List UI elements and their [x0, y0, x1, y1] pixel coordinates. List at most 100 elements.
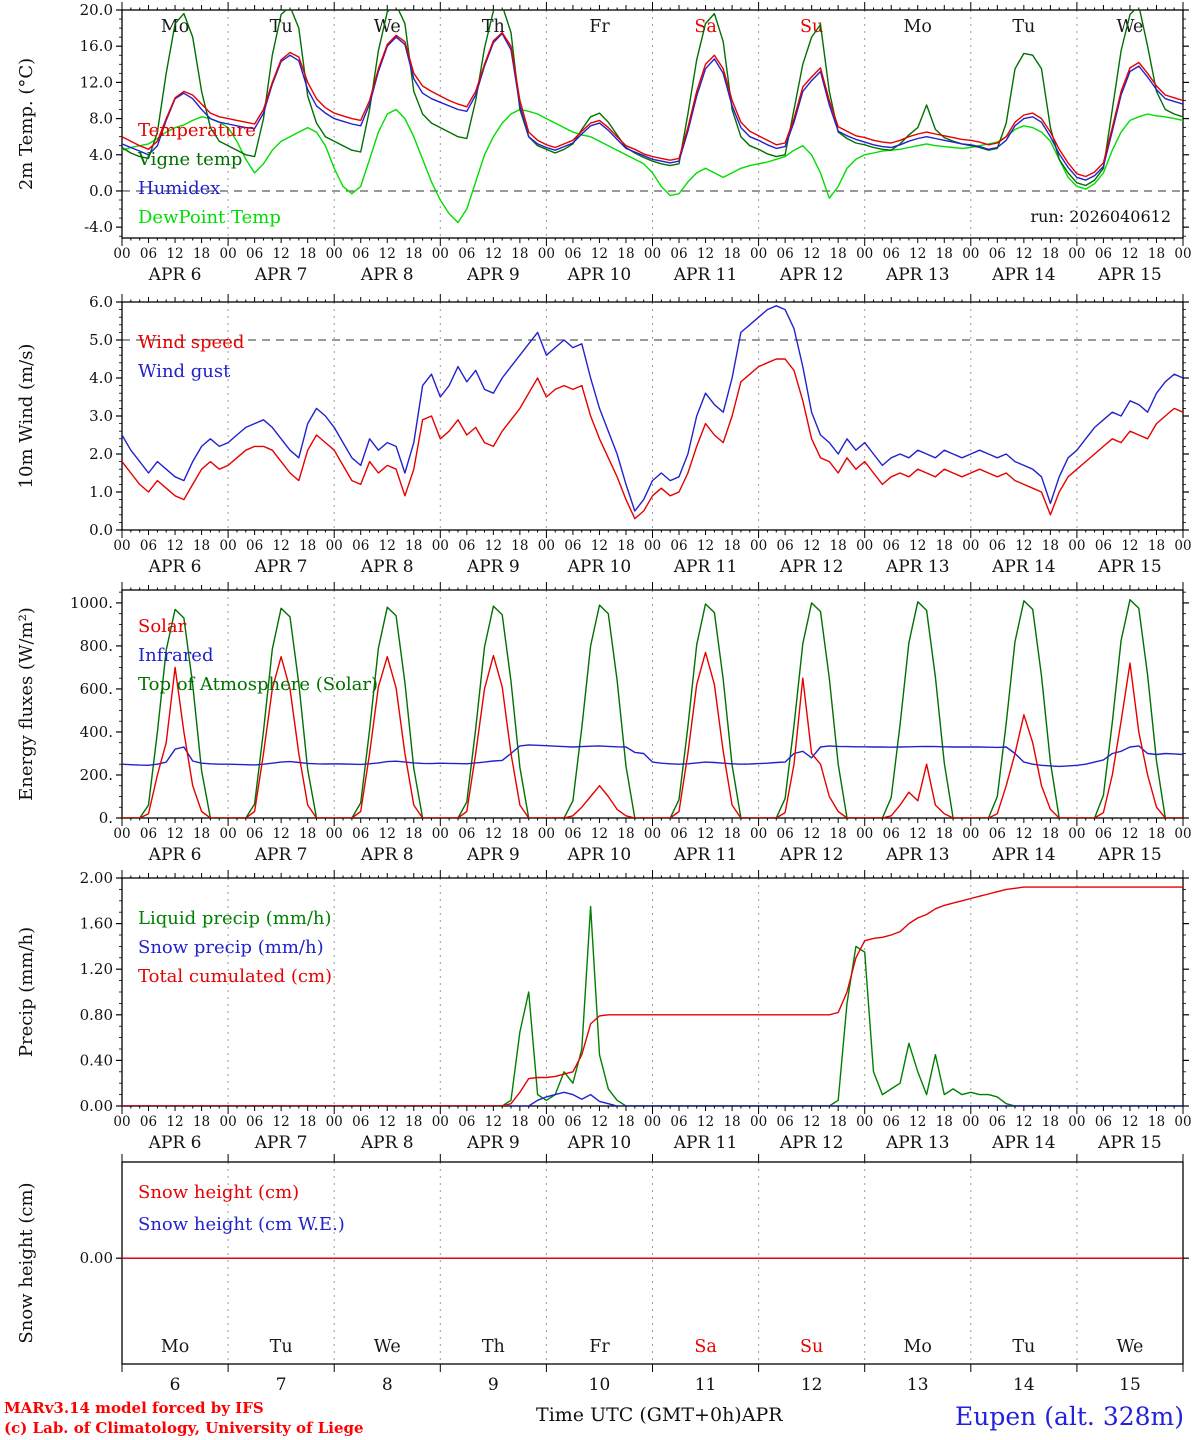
- svg-text:06: 06: [458, 538, 475, 554]
- temp-humidex-line: [122, 32, 1183, 181]
- svg-text:00: 00: [432, 826, 449, 842]
- svg-text:APR 9: APR 9: [466, 265, 520, 285]
- svg-text:12.0: 12.0: [80, 73, 113, 91]
- svg-text:12: 12: [909, 246, 926, 262]
- svg-text:APR 13: APR 13: [885, 845, 950, 865]
- svg-text:APR 10: APR 10: [567, 845, 632, 865]
- svg-text:12: 12: [591, 538, 608, 554]
- svg-text:Th: Th: [482, 1337, 505, 1357]
- svg-text:200.: 200.: [80, 766, 113, 784]
- svg-text:18: 18: [617, 1114, 634, 1130]
- svg-text:run: 2026040612: run: 2026040612: [1030, 207, 1171, 226]
- svg-text:Sa: Sa: [694, 1337, 716, 1357]
- svg-text:18: 18: [617, 826, 634, 842]
- svg-text:APR 11: APR 11: [673, 557, 738, 577]
- svg-text:12: 12: [697, 1114, 714, 1130]
- temp-temperature-line: [122, 31, 1183, 178]
- svg-text:18: 18: [723, 826, 740, 842]
- svg-text:00: 00: [538, 538, 555, 554]
- svg-text:12: 12: [273, 538, 290, 554]
- svg-text:00: 00: [326, 826, 343, 842]
- svg-text:12: 12: [909, 538, 926, 554]
- svg-text:APR 15: APR 15: [1097, 1133, 1162, 1153]
- svg-text:00: 00: [856, 538, 873, 554]
- svg-text:12: 12: [166, 1114, 183, 1130]
- svg-text:0.00: 0.00: [80, 1097, 113, 1115]
- flux-toa-line: [122, 599, 1183, 818]
- svg-text:18: 18: [1042, 246, 1059, 262]
- svg-text:18: 18: [830, 538, 847, 554]
- svg-text:14: 14: [1013, 1375, 1035, 1395]
- svg-text:800.: 800.: [80, 637, 113, 655]
- svg-text:18: 18: [936, 1114, 953, 1130]
- svg-text:10m Wind (m/s): 10m Wind (m/s): [16, 344, 37, 489]
- svg-text:Temperature: Temperature: [138, 120, 256, 141]
- svg-text:APR 15: APR 15: [1097, 557, 1162, 577]
- svg-text:Su: Su: [800, 17, 823, 37]
- svg-text:12: 12: [909, 1114, 926, 1130]
- svg-text:06: 06: [458, 826, 475, 842]
- svg-text:0.: 0.: [99, 809, 113, 827]
- svg-text:8.0: 8.0: [89, 110, 113, 128]
- svg-text:Top of Atmosphere (Solar): Top of Atmosphere (Solar): [138, 674, 378, 695]
- precip-cumul-line: [122, 886, 1183, 1106]
- temp-vigne-line: [122, 10, 1183, 187]
- svg-text:APR 14: APR 14: [991, 265, 1056, 285]
- svg-text:0.00: 0.00: [80, 1249, 113, 1267]
- svg-text:00: 00: [113, 826, 130, 842]
- svg-text:12: 12: [485, 246, 502, 262]
- svg-text:12: 12: [803, 246, 820, 262]
- svg-text:18: 18: [1148, 538, 1165, 554]
- svg-text:12: 12: [697, 246, 714, 262]
- svg-text:06: 06: [989, 538, 1006, 554]
- svg-text:-4.0: -4.0: [84, 218, 113, 236]
- month-label: APR: [741, 1404, 783, 1426]
- svg-text:Fr: Fr: [589, 17, 610, 37]
- svg-text:9: 9: [488, 1375, 499, 1395]
- svg-text:600.: 600.: [80, 680, 113, 698]
- svg-text:00: 00: [962, 538, 979, 554]
- svg-text:Fr: Fr: [589, 1337, 610, 1357]
- svg-text:06: 06: [1095, 826, 1112, 842]
- svg-text:Energy fluxes (W/m²): Energy fluxes (W/m²): [16, 607, 37, 801]
- svg-text:APR 9: APR 9: [466, 1133, 520, 1153]
- svg-text:12: 12: [801, 1375, 823, 1395]
- svg-text:Snow height (cm W.E.): Snow height (cm W.E.): [138, 1214, 345, 1235]
- svg-text:APR 6: APR 6: [148, 845, 202, 865]
- svg-text:13: 13: [907, 1375, 929, 1395]
- svg-text:00: 00: [644, 538, 661, 554]
- svg-text:18: 18: [1148, 246, 1165, 262]
- svg-text:18: 18: [830, 826, 847, 842]
- svg-text:APR 8: APR 8: [360, 1133, 414, 1153]
- svg-text:00: 00: [750, 1114, 767, 1130]
- svg-text:18: 18: [936, 538, 953, 554]
- svg-text:APR 6: APR 6: [148, 1133, 202, 1153]
- svg-text:00: 00: [1174, 826, 1191, 842]
- svg-text:18: 18: [511, 538, 528, 554]
- svg-text:00: 00: [1068, 1114, 1085, 1130]
- svg-text:APR 10: APR 10: [567, 1133, 632, 1153]
- svg-text:12: 12: [697, 826, 714, 842]
- svg-text:12: 12: [379, 538, 396, 554]
- svg-text:06: 06: [352, 1114, 369, 1130]
- svg-text:APR 12: APR 12: [779, 845, 844, 865]
- svg-text:06: 06: [883, 538, 900, 554]
- svg-text:APR 8: APR 8: [360, 557, 414, 577]
- svg-text:06: 06: [670, 538, 687, 554]
- svg-text:00: 00: [1174, 246, 1191, 262]
- svg-text:Wind gust: Wind gust: [138, 361, 231, 382]
- svg-text:APR 9: APR 9: [466, 557, 520, 577]
- svg-text:APR 7: APR 7: [254, 1133, 308, 1153]
- svg-text:DewPoint Temp: DewPoint Temp: [138, 207, 281, 228]
- svg-text:Sa: Sa: [694, 17, 716, 37]
- svg-text:1.60: 1.60: [80, 915, 113, 933]
- svg-text:00: 00: [1174, 1114, 1191, 1130]
- svg-text:06: 06: [670, 246, 687, 262]
- svg-text:00: 00: [326, 246, 343, 262]
- station-label: Eupen (alt. 328m): [955, 1402, 1184, 1431]
- svg-text:APR 10: APR 10: [567, 265, 632, 285]
- svg-text:00: 00: [113, 1114, 130, 1130]
- svg-text:We: We: [1116, 1337, 1143, 1357]
- svg-text:12: 12: [166, 826, 183, 842]
